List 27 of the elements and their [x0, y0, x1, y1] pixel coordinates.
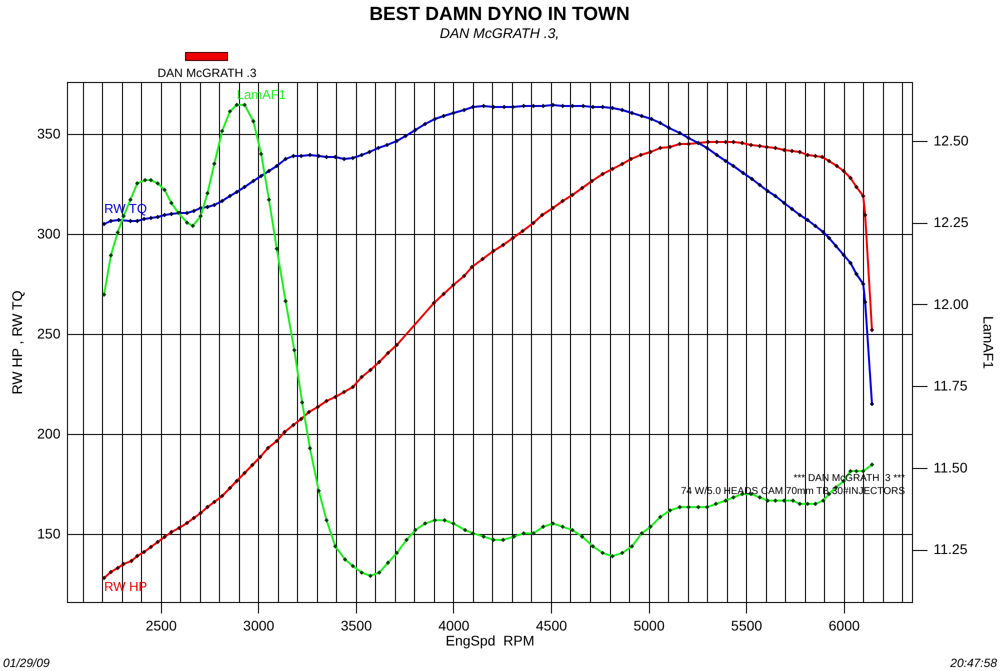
y2-tick-label: 12.00	[934, 296, 969, 312]
x-tick-label: 4500	[536, 618, 568, 634]
x-tick-label: 5000	[633, 618, 665, 634]
chart-title: BEST DAMN DYNO IN TOWN	[369, 4, 630, 25]
x-tick-label: 6000	[828, 618, 860, 634]
y-tick-label: 350	[37, 126, 61, 142]
text: 01/29/09	[3, 656, 50, 670]
x-axis-title: EngSpd RPM	[446, 632, 534, 648]
text: DAN McGRATH .3	[157, 66, 257, 80]
y2-tick-label: 12.50	[934, 132, 969, 148]
x-tick-label: 4000	[438, 618, 470, 634]
y2-tick-label: 11.75	[934, 378, 968, 394]
y2-tick-label: 11.50	[934, 459, 968, 476]
x-tick-label: 3000	[243, 618, 275, 634]
y2-tick-label: 11.25	[934, 541, 968, 558]
x-tick-label: 5500	[731, 618, 762, 634]
y-axis-title: RW HP , RW TQ	[9, 290, 26, 394]
chart-subtitle: DAN McGRATH .3,	[440, 25, 560, 41]
text: 20:47:58	[949, 656, 998, 670]
y-tick-label: 300	[37, 226, 61, 242]
x-tick-label: 2500	[146, 618, 177, 634]
y-tick-label: 200	[37, 426, 61, 442]
y-tick-label: 150	[37, 526, 61, 542]
y2-axis-title: LamAF1	[980, 316, 997, 370]
x-tick-label: 3500	[340, 618, 372, 634]
y-tick-label: 250	[37, 326, 61, 342]
y2-tick-label: 12.25	[934, 214, 969, 230]
